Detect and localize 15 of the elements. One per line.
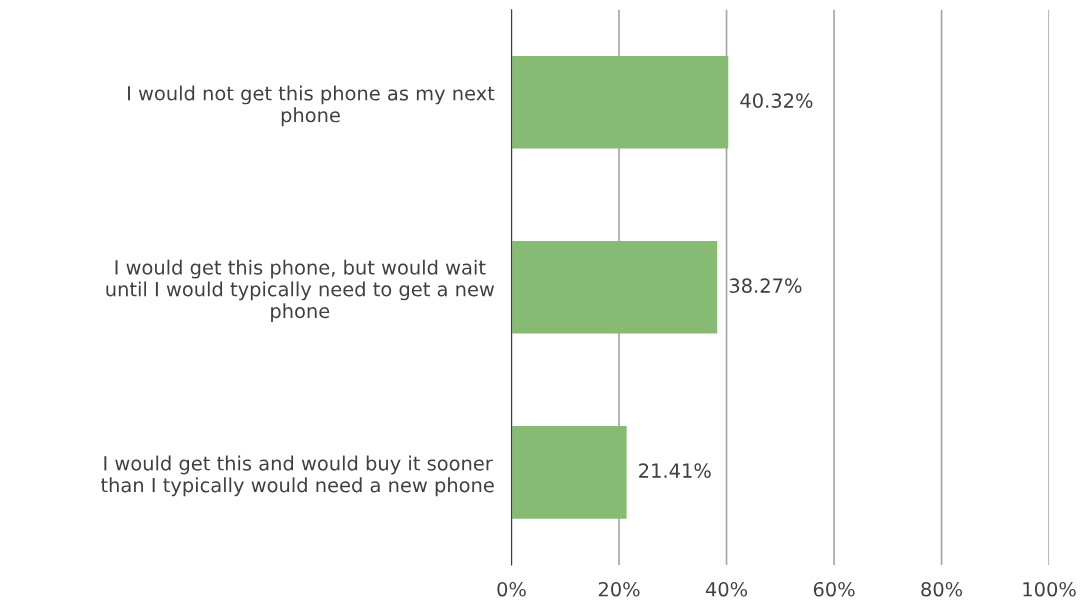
x-tick-label: 0%	[497, 581, 526, 597]
data-label: 38.27%	[729, 278, 802, 293]
data-label: 40.32%	[740, 93, 813, 108]
x-tick-label: 60%	[813, 581, 855, 597]
y-tick-label: I would get this phone, but would wait until I would typically need to get a new phone	[106, 259, 495, 323]
data-label: 21.41%	[639, 463, 711, 479]
bar	[511, 426, 627, 519]
x-tick-label: 40%	[705, 581, 748, 597]
x-tick-label: 100%	[1023, 581, 1076, 597]
bar	[511, 56, 729, 149]
y-tick-label: I would get this and would buy it sooner than I typically would need a new phone	[100, 455, 494, 497]
y-tick-label: I would not get this phone as my next phone	[128, 85, 495, 127]
bar	[511, 241, 718, 334]
x-tick-label: 20%	[598, 581, 640, 597]
x-tick-label: 80%	[921, 581, 963, 597]
